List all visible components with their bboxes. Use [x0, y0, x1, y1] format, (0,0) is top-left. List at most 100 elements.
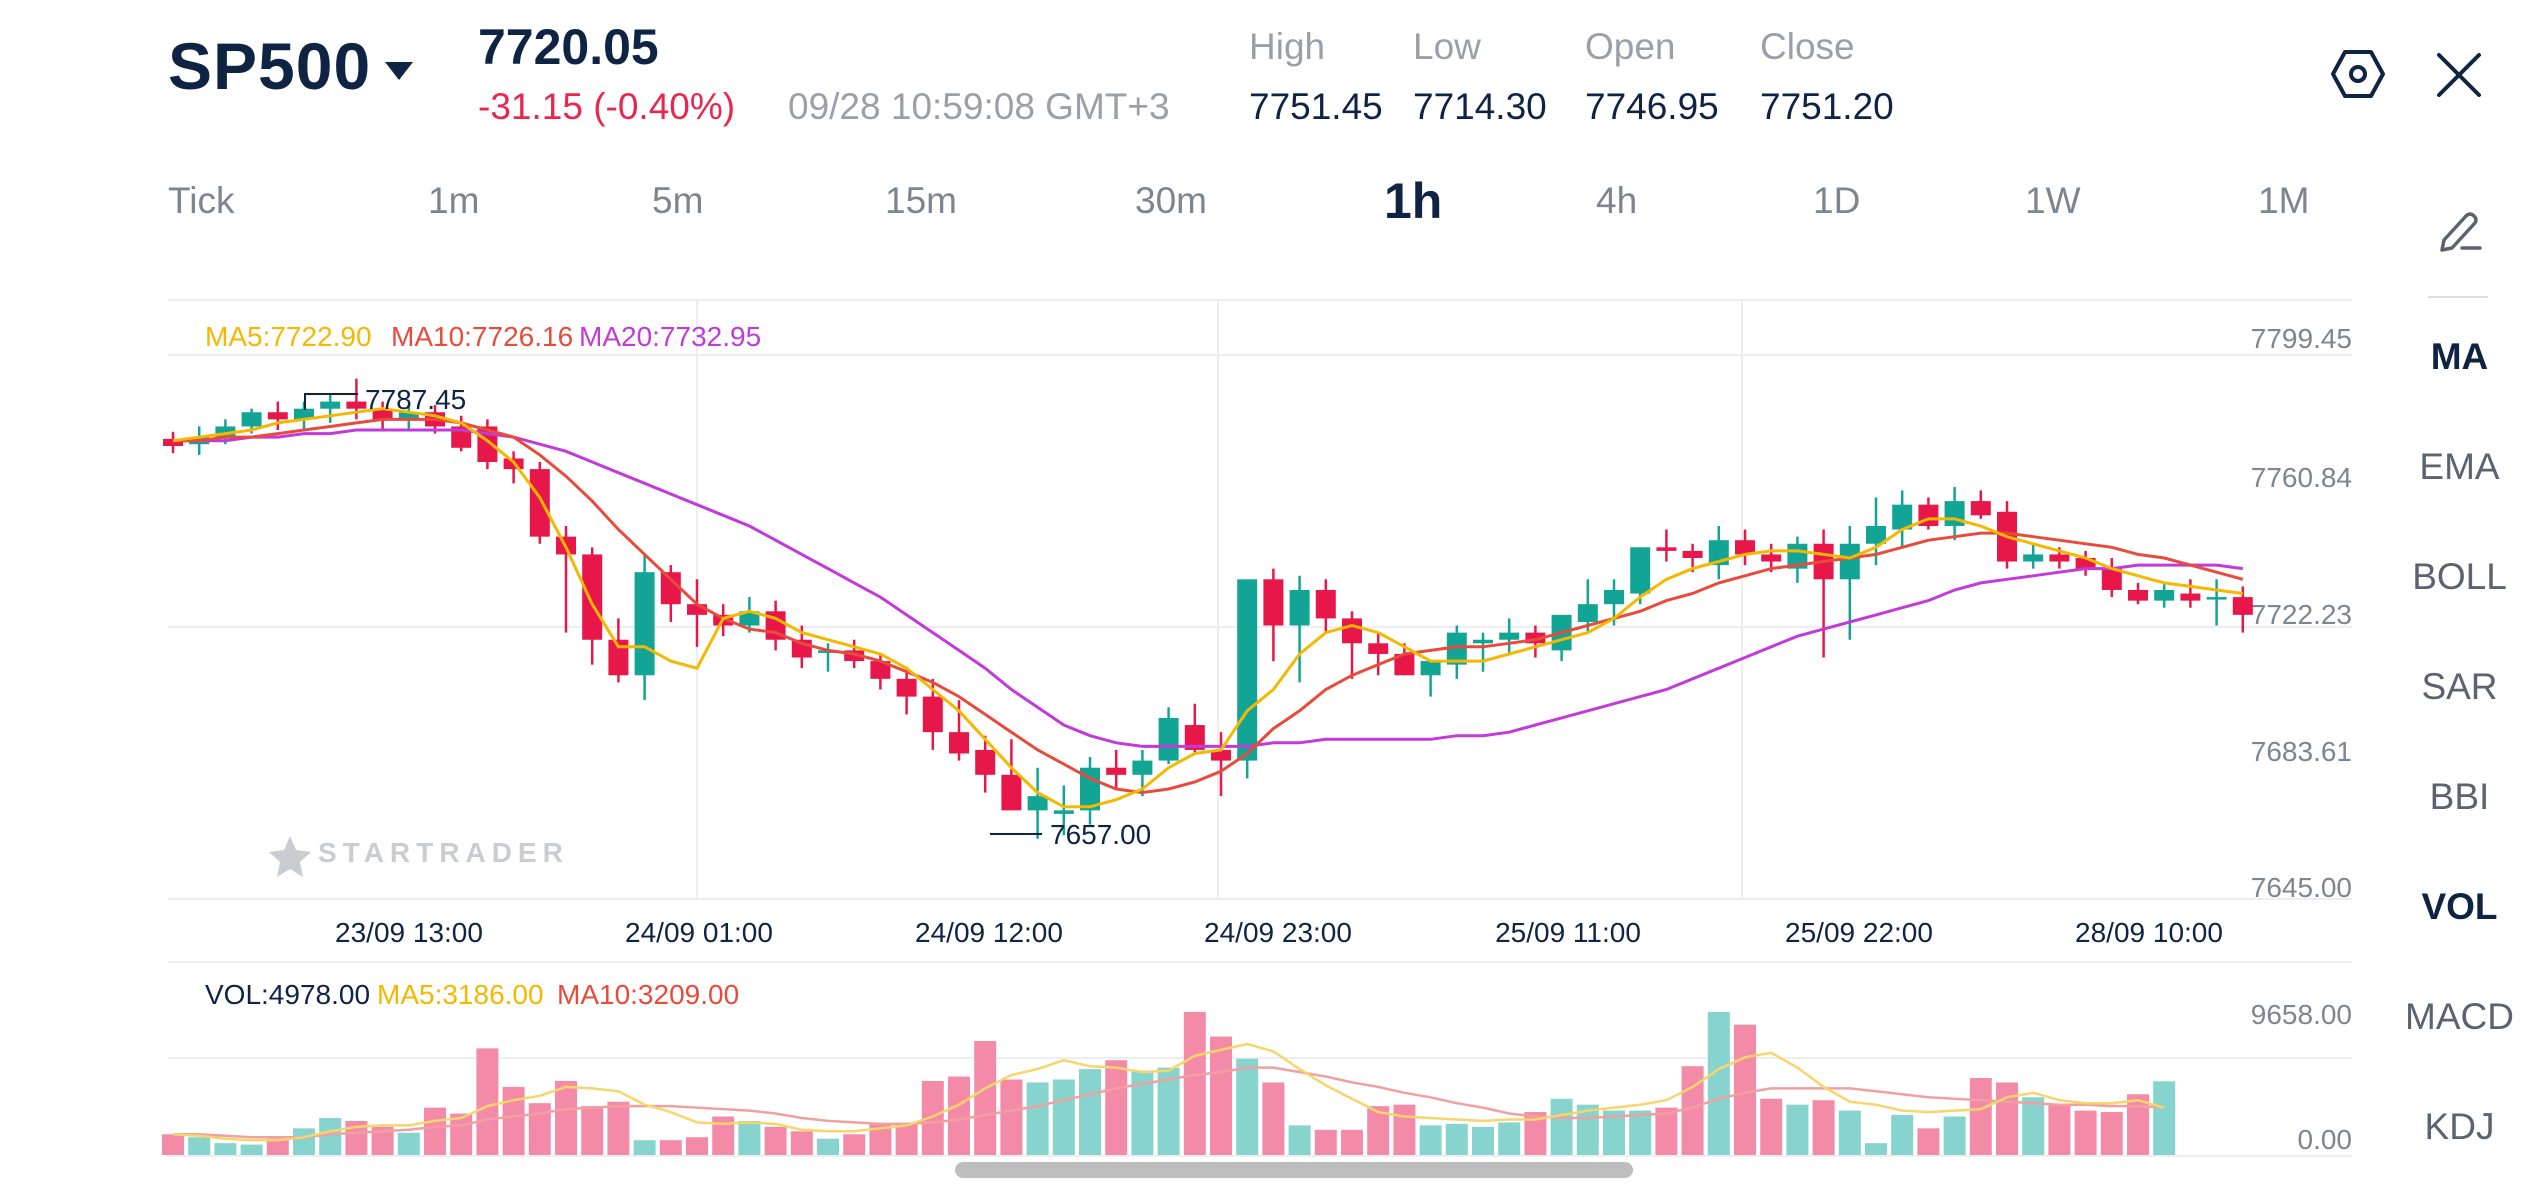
volume-bar: [659, 1140, 682, 1155]
volume-bar: [921, 1080, 944, 1155]
candle: [1368, 643, 1389, 654]
candle: [2075, 557, 2096, 569]
volume-bar: [1314, 1129, 1337, 1155]
volume-bar: [424, 1107, 446, 1155]
candle: [582, 554, 603, 640]
indicator-kdj[interactable]: KDJ: [2424, 1106, 2495, 1147]
tab-1h[interactable]: 1h: [1384, 173, 1443, 229]
volume-bar: [1812, 1100, 1835, 1155]
symbol-selector[interactable]: SP500: [168, 28, 414, 104]
volume-bar: [1865, 1143, 1887, 1155]
chart-grid: [168, 299, 2352, 1157]
candle: [2023, 554, 2044, 562]
pencil-icon[interactable]: [2436, 206, 2484, 259]
watermark: [269, 836, 311, 877]
candle: [2049, 554, 2070, 562]
volume-bar: [764, 1126, 787, 1155]
candle: [215, 426, 236, 438]
candle: [1132, 760, 1153, 775]
y-axis-label: 7722.23: [2251, 599, 2352, 630]
caret-down-icon: [385, 62, 414, 80]
hexagon-settings-icon[interactable]: [2330, 48, 2386, 105]
indicator-boll[interactable]: BOLL: [2412, 556, 2507, 597]
tab-15m[interactable]: 15m: [885, 180, 957, 221]
tab-1m[interactable]: 1m: [428, 180, 480, 221]
tab-5m[interactable]: 5m: [652, 180, 704, 221]
x-axis-label: 24/09 23:00: [1204, 917, 1352, 948]
volume-bar: [240, 1144, 263, 1155]
volume-bar: [2074, 1110, 2097, 1155]
volume-bar: [476, 1048, 499, 1155]
volume-bar: [1917, 1128, 1940, 1155]
volume-bar: [1183, 1012, 1206, 1155]
close-icon[interactable]: [2436, 52, 2482, 103]
candle: [1604, 589, 1624, 605]
candles: [163, 378, 2253, 839]
indicator-sar[interactable]: SAR: [2421, 666, 2498, 707]
candle: [1446, 632, 1467, 665]
x-axis-label: 25/09 11:00: [1495, 917, 1641, 948]
candle: [1656, 547, 1677, 551]
vol-legend-item: MA10:3209.00: [557, 979, 739, 1010]
volume-bar: [345, 1120, 368, 1155]
candle: [896, 678, 917, 697]
indicator-vol[interactable]: VOL: [2421, 886, 2498, 927]
candle: [739, 611, 760, 626]
open-value: 7746.95: [1585, 86, 1719, 127]
volume-bar: [1445, 1123, 1468, 1155]
vol-ma5-line: [172, 1042, 2165, 1142]
indicator-macd[interactable]: MACD: [2405, 996, 2514, 1037]
ma-legend-item: MA20:7732.95: [579, 321, 761, 352]
volume-bar: [162, 1134, 184, 1155]
max-marker: [304, 393, 358, 410]
candle: [1630, 547, 1651, 594]
candle: [2101, 568, 2122, 590]
max-price-label: 7787.45: [365, 384, 466, 415]
tab-4h[interactable]: 4h: [1596, 180, 1638, 221]
y-axis-label: 7645.00: [2251, 872, 2352, 903]
vol-axis-label: 9658.00: [2251, 999, 2352, 1030]
volume-bar: [1655, 1107, 1678, 1155]
volume-bar: [1891, 1115, 1914, 1155]
price-change: -31.15 (-0.40%): [478, 86, 736, 127]
tab-tick[interactable]: Tick: [168, 180, 235, 221]
tab-1w[interactable]: 1W: [2025, 180, 2081, 221]
volume-bar: [2022, 1097, 2045, 1155]
volume-bar: [790, 1131, 813, 1155]
candle: [1315, 589, 1336, 619]
candle: [1970, 501, 1991, 516]
candle: [1420, 661, 1441, 676]
volume-bar: [2127, 1094, 2149, 1155]
volume-bar: [948, 1076, 970, 1155]
vol-axis-label: 0.00: [2298, 1124, 2353, 1155]
volume-bar: [2048, 1104, 2071, 1155]
volume-bar: [1367, 1106, 1390, 1155]
tab-30m[interactable]: 30m: [1135, 180, 1207, 221]
candle: [922, 696, 943, 733]
volume-bar: [1498, 1122, 1521, 1155]
high-value: 7751.45: [1249, 86, 1383, 127]
x-axis-label: 24/09 01:00: [625, 917, 773, 948]
tab-1d[interactable]: 1D: [1813, 180, 1861, 221]
indicator-bbi[interactable]: BBI: [2429, 776, 2490, 817]
candle: [1211, 749, 1231, 761]
volume-bar: [1079, 1069, 1101, 1155]
indicator-ma[interactable]: MA: [2430, 336, 2489, 377]
tab-1m[interactable]: 1M: [2258, 180, 2310, 221]
volume-bar: [371, 1126, 394, 1155]
candle: [1866, 525, 1886, 544]
chart-scrollbar[interactable]: [955, 1162, 1633, 1178]
ma20-line: [173, 428, 2243, 748]
indicator-ema[interactable]: EMA: [2419, 446, 2500, 487]
candle: [2128, 589, 2148, 601]
volume-bar: [1210, 1036, 1232, 1155]
candle: [949, 732, 969, 754]
candle: [294, 408, 314, 420]
volume-bar: [1524, 1112, 1547, 1155]
vol-legend-item: VOL:4978.00: [205, 979, 370, 1010]
candle: [529, 469, 550, 537]
volume-bar: [817, 1138, 839, 1155]
volume-bar: [869, 1123, 892, 1155]
symbol-name: SP500: [168, 29, 372, 103]
